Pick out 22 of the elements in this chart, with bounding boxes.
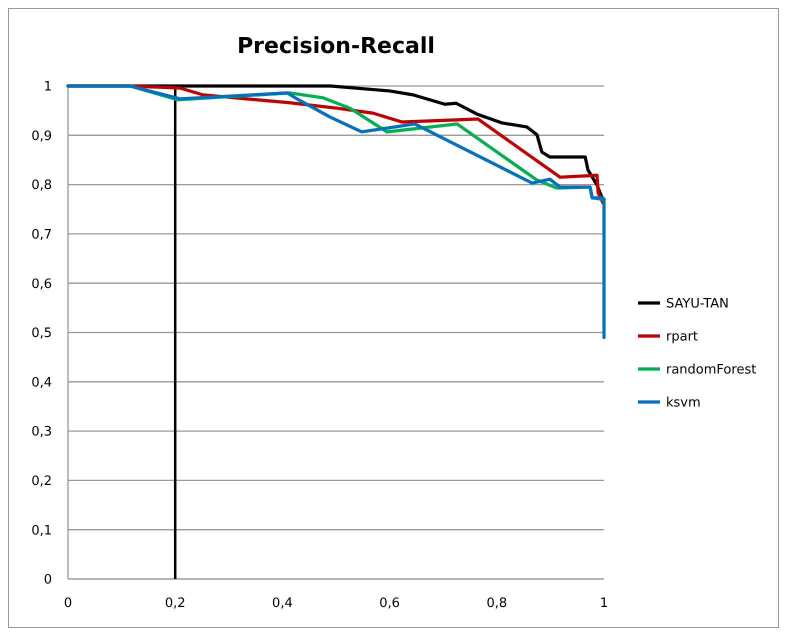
- y-tick-label: 0,3: [31, 424, 52, 440]
- y-tick-label: 0,4: [31, 375, 52, 390]
- chart-title: Precision-Recall: [237, 34, 435, 59]
- x-tick-label: 0,4: [272, 596, 293, 611]
- y-tick-label: 1: [44, 80, 52, 95]
- x-tick-label: 1: [600, 596, 608, 611]
- legend-label: randomForest: [666, 362, 756, 378]
- y-tick-label: 0,1: [31, 523, 52, 538]
- y-tick-label: 0,2: [31, 474, 52, 489]
- y-tick-label: 0,7: [31, 227, 52, 242]
- legend-label: SAYU-TAN: [666, 296, 729, 312]
- x-tick-label: 0: [64, 596, 72, 611]
- legend-label: ksvm: [666, 396, 701, 411]
- y-tick-label: 0,5: [31, 326, 52, 342]
- y-tick-label: 0: [44, 572, 52, 588]
- y-tick-label: 0,9: [31, 128, 52, 144]
- x-tick-label: 0,8: [486, 596, 508, 611]
- x-tick-label: 0,2: [164, 596, 186, 611]
- y-tick-label: 0,8: [31, 178, 52, 194]
- x-tick-label: 0,6: [379, 596, 400, 611]
- y-tick-label: 0,6: [31, 276, 52, 292]
- legend-label: rpart: [666, 330, 698, 345]
